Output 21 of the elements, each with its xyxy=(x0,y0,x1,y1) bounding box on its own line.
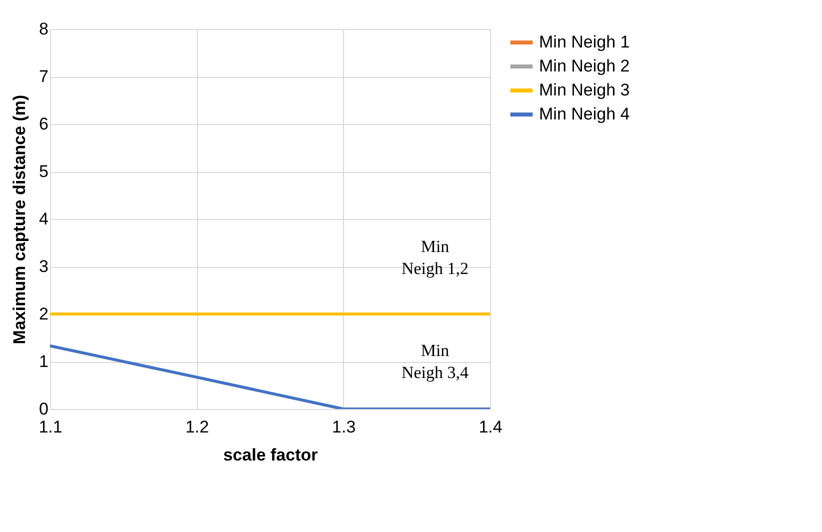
y-tick-label: 7 xyxy=(39,67,48,86)
y-tick-label: 1 xyxy=(39,352,48,371)
x-tick-label: 1.2 xyxy=(185,418,209,436)
x-tick-label: 1.3 xyxy=(332,418,356,436)
x-axis-title: scale factor xyxy=(223,446,318,464)
x-tick-label: 1.4 xyxy=(478,418,502,436)
y-tick-label: 5 xyxy=(39,162,48,181)
y-tick-label: 8 xyxy=(39,20,48,38)
annotation: Min Neigh 3,4 xyxy=(401,341,470,382)
legend-label: Min Neigh 2 xyxy=(539,56,630,76)
y-tick-label: 6 xyxy=(39,114,48,134)
annotation: Min Neigh 1,2 xyxy=(401,237,469,278)
y-tick-label: 0 xyxy=(39,400,48,418)
legend-label: Min Neigh 3 xyxy=(539,80,630,100)
x-tick-label: 1.1 xyxy=(38,418,62,436)
y-tick-label: 3 xyxy=(39,257,48,276)
legend-label: Min Neigh 4 xyxy=(539,104,630,124)
y-tick-label: 2 xyxy=(39,304,48,324)
y-axis-title: Maximum capture distance (m) xyxy=(10,94,30,344)
legend-label: Min Neigh 1 xyxy=(539,32,630,52)
y-tick-label: 4 xyxy=(39,210,48,228)
